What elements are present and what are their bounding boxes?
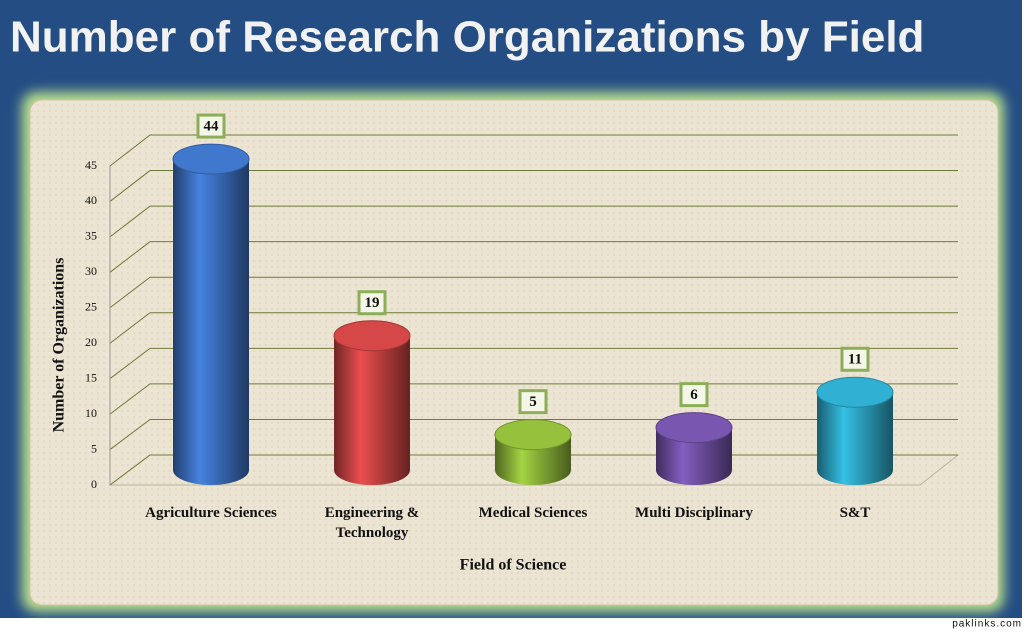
y-tick-label: 35	[85, 229, 97, 243]
y-tick-label: 25	[85, 300, 97, 314]
x-axis-title: Field of Science	[460, 557, 567, 574]
bar-body	[334, 335, 410, 470]
bar-body	[173, 159, 249, 471]
bar	[655, 412, 733, 485]
y-tick-label: 45	[85, 158, 97, 172]
y-tick-label: 10	[85, 406, 97, 420]
bar-top	[655, 412, 733, 444]
value-label-box	[840, 346, 870, 372]
value-label-box	[518, 389, 548, 415]
value-label: 5	[529, 394, 537, 410]
y-tick-label: 40	[85, 193, 97, 207]
y-tick-label: 20	[85, 335, 97, 349]
bar-top	[333, 320, 411, 352]
panel	[29, 99, 999, 606]
chart-title: Number of Research Organizations by Fiel…	[10, 13, 924, 62]
value-label-box	[357, 290, 387, 316]
y-tick-label: 0	[91, 477, 97, 491]
y-tick-label: 15	[85, 370, 97, 384]
grid-line	[109, 312, 958, 344]
value-label-box	[196, 113, 226, 139]
bar-top	[816, 376, 894, 408]
value-label: 6	[690, 387, 698, 403]
value-label: 11	[848, 352, 862, 368]
bar	[333, 320, 411, 485]
bar	[494, 419, 572, 485]
grid-line	[109, 134, 958, 167]
bar	[816, 376, 894, 485]
x-tick-label: Medical Sciences	[478, 505, 588, 521]
grid-line	[109, 347, 958, 380]
value-label-box	[679, 382, 709, 408]
y-tick-label: 5	[91, 441, 97, 455]
grid-line	[109, 170, 958, 202]
x-tick-label: Agriculture Sciences	[145, 505, 277, 521]
x-tick-label: Multi Disciplinary	[635, 505, 753, 521]
bar	[172, 143, 250, 485]
grid-line	[109, 241, 958, 273]
x-tick-label: Engineering & Technology	[324, 505, 420, 541]
bar-top	[494, 419, 572, 451]
watermark: paklinks.com	[952, 619, 1022, 630]
value-label: 19	[365, 295, 380, 311]
value-label: 44	[204, 119, 220, 135]
grid-line	[109, 205, 958, 238]
y-tick-label: 30	[85, 264, 97, 278]
grid-line	[109, 276, 958, 309]
x-tick-label: S&T	[839, 505, 871, 521]
bar-top	[172, 143, 250, 175]
y-axis-title: Number of Organizations	[51, 258, 68, 433]
